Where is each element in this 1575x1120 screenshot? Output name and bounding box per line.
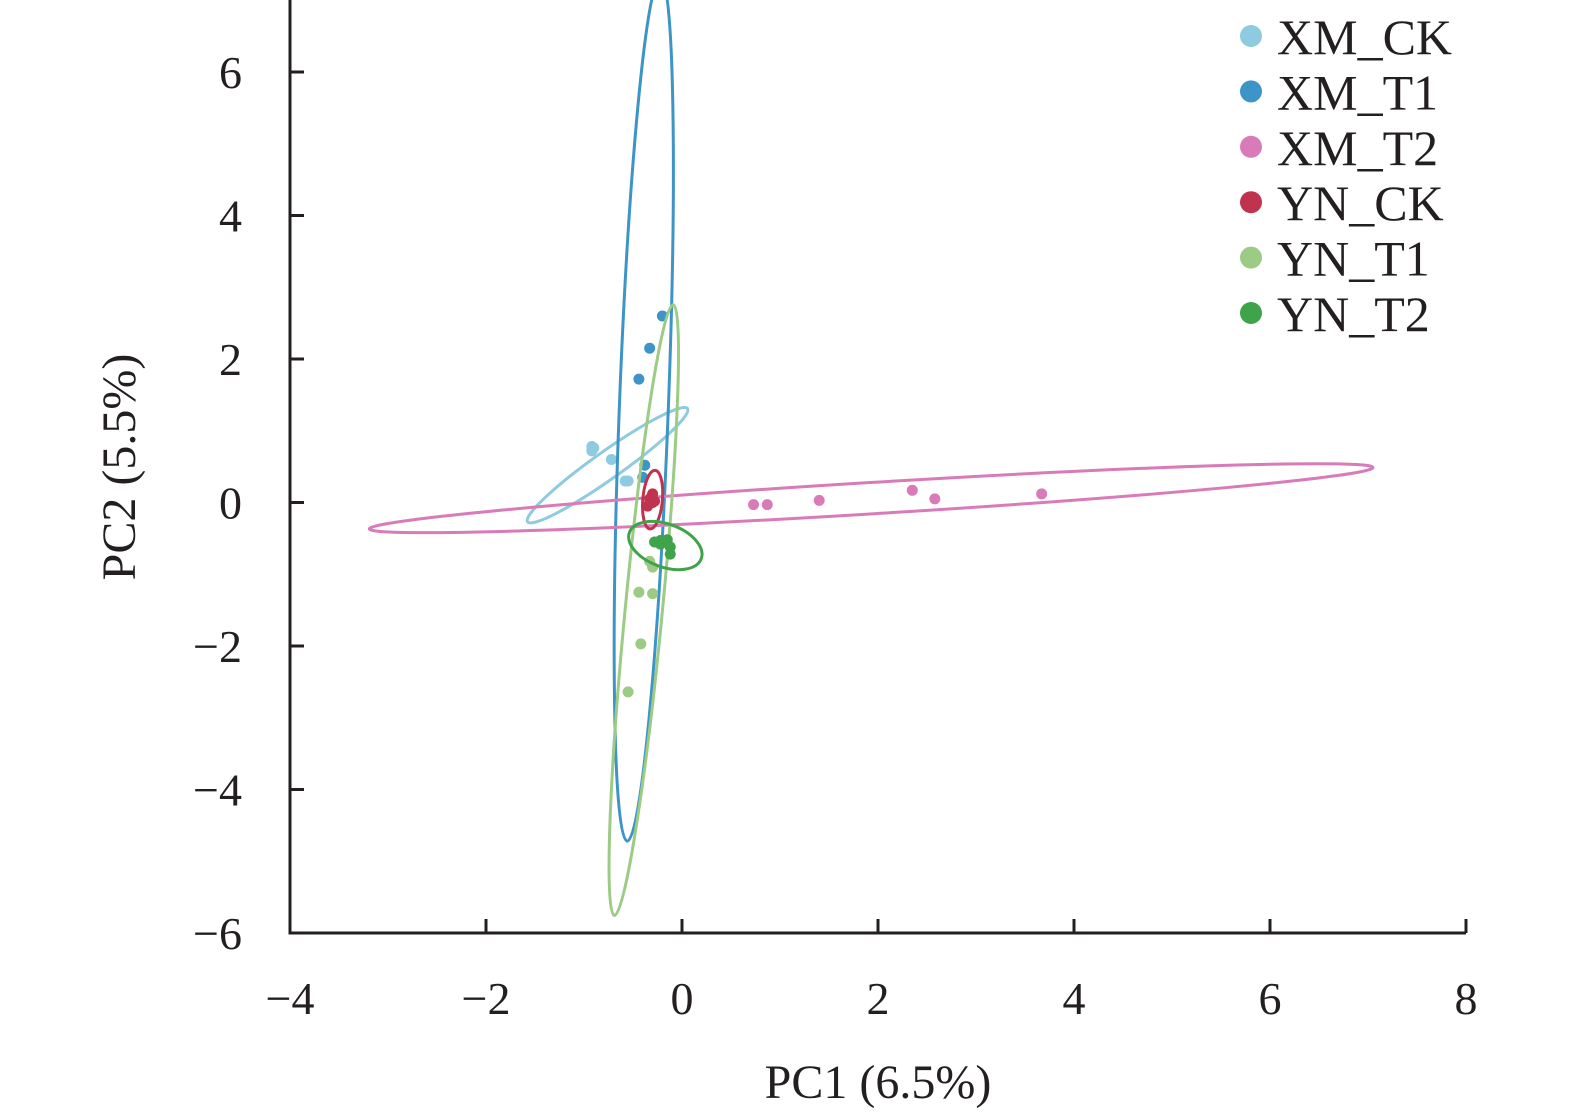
data-point (649, 495, 661, 507)
axis-ticks: −4 −2 0 2 4 6 8 −6 −4 −2 0 2 4 6 (193, 47, 1477, 1024)
confidence-ellipse (641, 468, 665, 531)
legend-label: XM_T1 (1277, 64, 1438, 120)
y-tick-label: −6 (193, 908, 242, 959)
series-xm-t2 (367, 462, 1375, 535)
x-tick-label: −4 (266, 973, 315, 1024)
data-point (748, 499, 760, 511)
data-point (635, 638, 647, 650)
x-axis-title: PC1 (6.5%) (765, 1056, 992, 1109)
confidence-ellipse (607, 303, 681, 917)
x-tick-label: −2 (462, 973, 511, 1024)
y-tick-label: 4 (219, 191, 242, 242)
legend-marker (1240, 25, 1262, 47)
x-tick-label: 8 (1455, 973, 1478, 1024)
data-point (813, 494, 825, 506)
legend-label: YN_CK (1277, 175, 1444, 231)
legend-label: YN_T2 (1277, 286, 1430, 342)
series-yn-ck (641, 468, 665, 531)
data-point (586, 441, 598, 453)
series-xm-ck (525, 405, 690, 525)
data-point (633, 586, 645, 598)
series-yn-t2 (627, 519, 704, 572)
data-point (647, 588, 659, 600)
confidence-ellipse (525, 405, 690, 525)
data-point (633, 373, 645, 385)
data-point (622, 475, 634, 487)
y-tick-label: −2 (193, 621, 242, 672)
data-point (664, 548, 676, 560)
x-tick-label: 2 (867, 973, 890, 1024)
y-axis-title: PC2 (5.5%) (93, 354, 146, 581)
legend-marker (1240, 80, 1262, 103)
series-yn-t1 (607, 303, 681, 917)
confidence-ellipse (612, 0, 675, 843)
data-point (605, 453, 617, 465)
confidence-ellipse (627, 519, 704, 572)
x-tick-label: 4 (1063, 973, 1086, 1024)
y-tick-label: 2 (219, 334, 242, 385)
x-tick-label: 6 (1259, 973, 1282, 1024)
legend-label: XM_CK (1277, 9, 1452, 65)
y-tick-label: 6 (219, 47, 242, 98)
data-point (761, 499, 773, 511)
plot-area (367, 0, 1375, 917)
legend-marker (1240, 302, 1262, 324)
confidence-ellipse (367, 462, 1375, 535)
legend-label: XM_T2 (1277, 120, 1438, 176)
legend-marker (1240, 191, 1262, 214)
data-point (644, 342, 656, 354)
data-point (622, 686, 634, 698)
legend-marker (1240, 135, 1262, 158)
y-tick-label: 0 (219, 478, 242, 529)
data-point (906, 484, 918, 496)
x-tick-label: 0 (671, 973, 694, 1024)
data-point (654, 538, 666, 550)
y-tick-label: −4 (193, 765, 242, 816)
legend-label: YN_T1 (1277, 231, 1430, 287)
data-point (929, 493, 941, 505)
data-point (1036, 488, 1048, 500)
legend-marker (1240, 246, 1262, 269)
